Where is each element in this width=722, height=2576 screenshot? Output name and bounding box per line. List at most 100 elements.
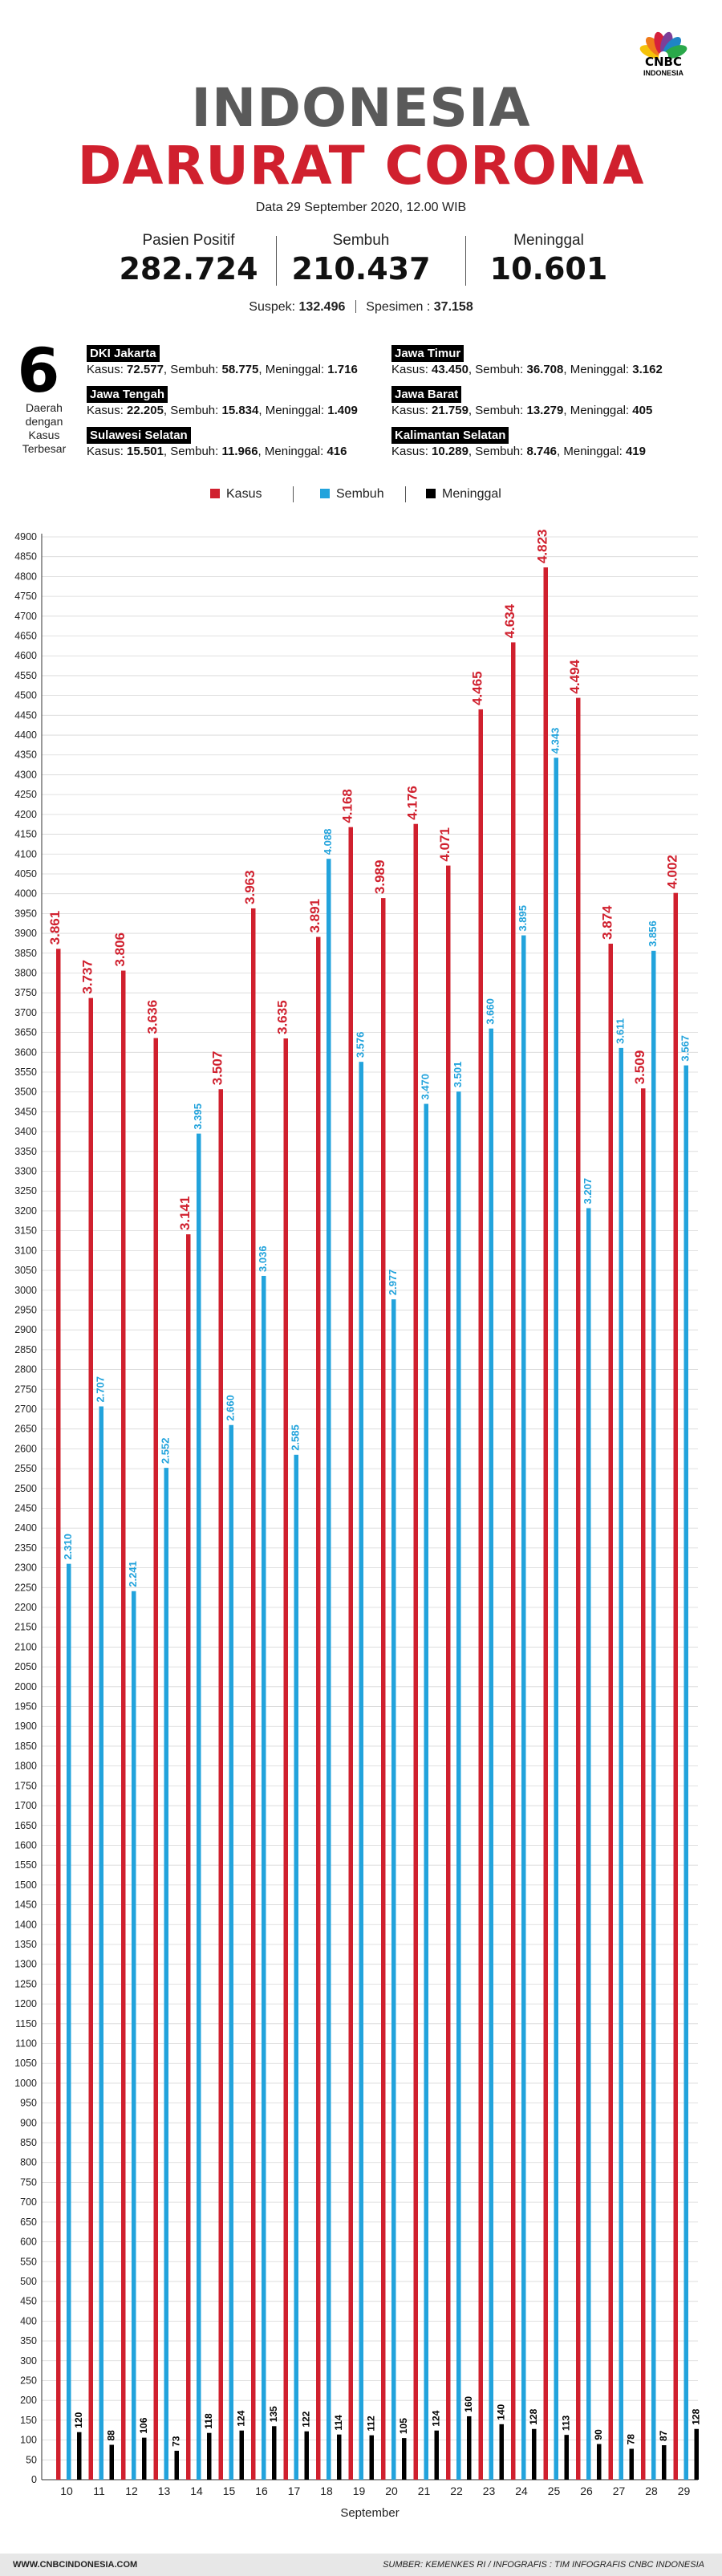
stat-value: 282.724 — [119, 251, 258, 286]
legend-label: Meninggal — [442, 487, 501, 501]
kasus-label: Kasus: — [87, 363, 124, 376]
data-label-sembuh: 3.470 — [420, 1074, 432, 1100]
y-tick-label: 1050 — [14, 2058, 37, 2069]
bar-sembuh — [586, 1208, 591, 2480]
y-tick-label: 1800 — [14, 1761, 37, 1772]
y-tick-label: 3900 — [14, 928, 37, 939]
sembuh-label: Sembuh: — [475, 363, 524, 376]
stat-sembuh: Sembuh 210.437 — [282, 231, 440, 287]
logo-subtext: INDONESIA — [643, 69, 683, 77]
data-label-sembuh: 3.036 — [257, 1245, 269, 1272]
bar-sembuh — [554, 758, 558, 2480]
y-tick-label: 3550 — [14, 1067, 37, 1078]
meninggal-value: 405 — [632, 404, 653, 417]
data-label-sembuh: 2.310 — [62, 1534, 74, 1560]
y-tick-label: 1550 — [14, 1859, 37, 1871]
y-tick-label: 1850 — [14, 1741, 37, 1752]
legend-swatch-sembuh — [320, 489, 330, 498]
kasus-value: 10.289 — [432, 445, 468, 458]
y-tick-label: 0 — [31, 2474, 37, 2485]
y-tick-label: 1000 — [14, 2078, 37, 2089]
y-tick-label: 3150 — [14, 1225, 37, 1237]
y-tick-label: 1650 — [14, 1820, 37, 1831]
bar-meninggal — [532, 2428, 537, 2480]
bar-sembuh — [164, 1468, 168, 2480]
data-label-sembuh: 3.660 — [485, 998, 497, 1025]
bar-sembuh — [391, 1299, 396, 2480]
data-label-sembuh: 3.207 — [582, 1178, 594, 1205]
y-tick-label: 100 — [20, 2435, 37, 2446]
y-tick-label: 3950 — [14, 908, 37, 919]
y-tick-label: 1150 — [15, 2018, 37, 2030]
bar-meninggal — [629, 2448, 634, 2480]
stat-divider — [465, 236, 466, 286]
data-label-kasus: 4.465 — [470, 671, 485, 705]
data-label-kasus: 3.509 — [632, 1050, 647, 1085]
data-label-meninggal: 118 — [203, 2413, 214, 2429]
data-label-kasus: 4.071 — [437, 827, 452, 862]
kasus-label: Kasus: — [391, 404, 428, 417]
sembuh-value: 58.775 — [221, 363, 259, 376]
kasus-label: Kasus: — [391, 445, 428, 458]
legend-label: Sembuh — [336, 487, 384, 501]
y-tick-label: 2200 — [14, 1602, 37, 1613]
data-label-sembuh: 3.611 — [615, 1018, 627, 1044]
y-tick-label: 4150 — [14, 829, 37, 840]
y-tick-label: 3400 — [14, 1126, 37, 1137]
x-tick-label: 28 — [645, 2485, 658, 2497]
x-tick-label: 21 — [418, 2485, 431, 2497]
bar-meninggal — [694, 2428, 699, 2480]
legend-divider — [405, 486, 406, 502]
data-label-sembuh: 2.977 — [387, 1270, 399, 1296]
y-tick-label: 250 — [20, 2375, 37, 2386]
data-label-sembuh: 2.552 — [160, 1438, 172, 1465]
sembuh-label: Sembuh: — [475, 404, 524, 417]
region-name: Jawa Timur — [391, 345, 464, 362]
data-label-sembuh: 3.576 — [355, 1032, 367, 1058]
y-tick-label: 2100 — [14, 1641, 37, 1652]
region-name: Kalimantan Selatan — [391, 427, 509, 444]
sembuh-value: 8.746 — [526, 445, 558, 458]
suspek-label: Suspek: — [249, 300, 296, 314]
data-label-meninggal: 124 — [235, 2410, 246, 2426]
y-tick-label: 4700 — [14, 611, 37, 622]
stat-pasien-positif: Pasien Positif 282.724 — [104, 231, 273, 287]
bar-meninggal — [499, 2424, 504, 2480]
data-label-kasus: 3.507 — [210, 1051, 225, 1086]
bar-meninggal — [142, 2437, 147, 2480]
sembuh-label: Sembuh: — [475, 445, 524, 458]
x-tick-label: 19 — [353, 2485, 366, 2497]
sembuh-label: Sembuh: — [170, 404, 219, 417]
bar-meninggal — [239, 2430, 244, 2480]
meninggal-value: 1.409 — [327, 404, 358, 417]
data-label-sembuh: 2.660 — [225, 1395, 237, 1421]
spesimen-value: 37.158 — [433, 300, 473, 314]
y-tick-label: 750 — [20, 2176, 37, 2188]
region-details: Kasus: 72.577, Sembuh: 58.775, Meninggal… — [87, 363, 358, 376]
y-tick-label: 1400 — [14, 1919, 37, 1930]
data-label-kasus: 3.635 — [275, 1000, 290, 1034]
sembuh-label: Sembuh: — [170, 445, 219, 458]
data-label-meninggal: 124 — [430, 2410, 441, 2426]
data-label-sembuh: 4.088 — [322, 829, 334, 855]
x-tick-label: 25 — [548, 2485, 561, 2497]
bar-kasus — [283, 1038, 288, 2480]
data-label-kasus: 3.737 — [80, 960, 95, 994]
y-tick-label: 3500 — [14, 1087, 37, 1098]
y-tick-label: 2400 — [14, 1522, 37, 1534]
data-label-kasus: 3.891 — [307, 899, 322, 933]
x-axis-label: September — [340, 2506, 399, 2520]
meninggal-value: 419 — [625, 445, 646, 458]
y-tick-label: 1700 — [14, 1800, 37, 1811]
legend-item-sembuh: Sembuh — [320, 486, 384, 502]
y-tick-label: 2750 — [14, 1383, 37, 1395]
region-details: Kasus: 15.501, Sembuh: 11.966, Meninggal… — [87, 445, 347, 458]
y-tick-label: 1950 — [14, 1701, 37, 1713]
y-tick-label: 2800 — [14, 1364, 37, 1375]
x-tick-label: 22 — [450, 2485, 463, 2497]
y-tick-label: 1500 — [14, 1879, 37, 1891]
y-tick-label: 950 — [20, 2098, 37, 2109]
y-tick-label: 350 — [20, 2335, 37, 2346]
suspek-value: 132.496 — [298, 300, 346, 314]
data-label-meninggal: 135 — [268, 2406, 279, 2422]
